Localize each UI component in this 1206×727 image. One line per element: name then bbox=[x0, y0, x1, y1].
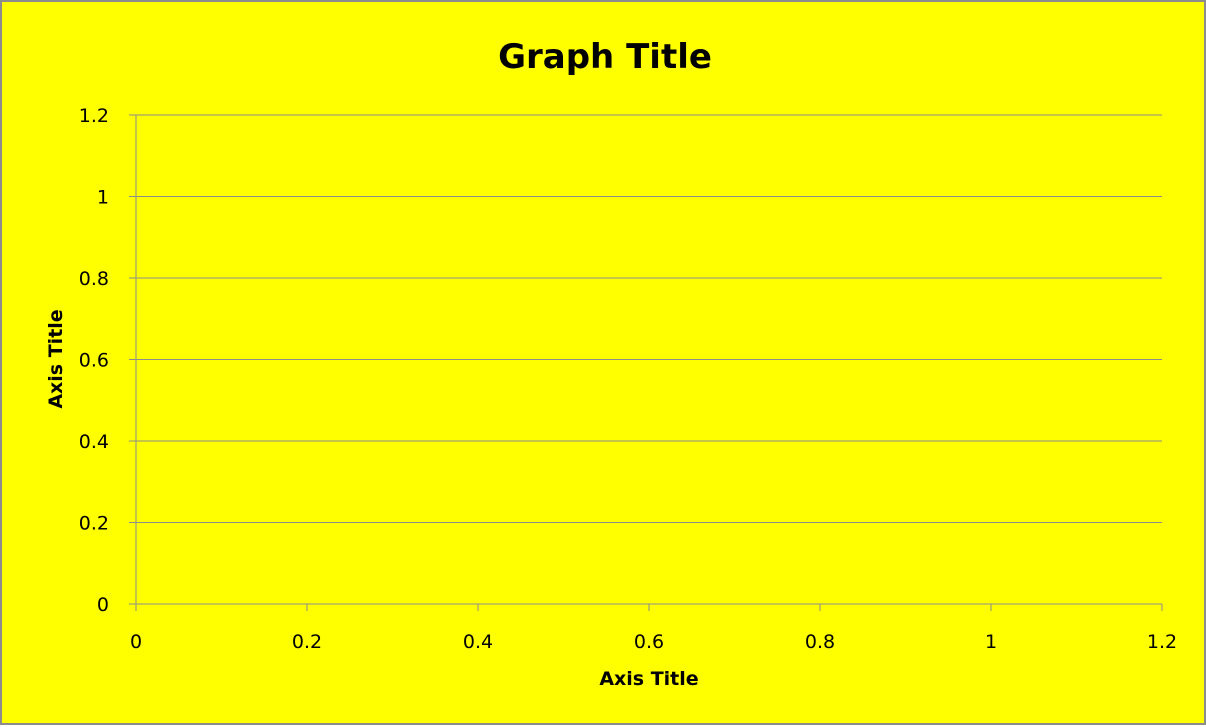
y-tick-label: 0.6 bbox=[79, 350, 109, 372]
y-tick-label: 0.8 bbox=[79, 268, 109, 290]
x-tick-label: 0 bbox=[130, 631, 142, 653]
x-tick-labels: 0 0.2 0.4 0.6 0.8 1 1.2 bbox=[130, 631, 1177, 653]
x-axis-title: Axis Title bbox=[599, 668, 698, 690]
y-tick-label: 0.4 bbox=[79, 431, 109, 453]
chart-title: Graph Title bbox=[498, 37, 712, 77]
x-tick-label: 0.4 bbox=[463, 631, 493, 653]
y-tick-label: 1 bbox=[97, 187, 109, 209]
x-tick-label: 0.2 bbox=[292, 631, 322, 653]
x-tick-label: 1 bbox=[985, 631, 997, 653]
y-tick-label: 0 bbox=[97, 594, 109, 616]
y-tick-label: 1.2 bbox=[79, 105, 109, 127]
x-tick-label: 1.2 bbox=[1147, 631, 1177, 653]
axes bbox=[129, 114, 1163, 611]
gridlines bbox=[136, 114, 1162, 523]
x-tick-label: 0.8 bbox=[805, 631, 835, 653]
y-tick-label: 0.2 bbox=[79, 513, 109, 535]
y-axis-title: Axis Title bbox=[45, 309, 67, 408]
x-tick-label: 0.6 bbox=[634, 631, 664, 653]
y-tick-labels: 0 0.2 0.4 0.6 0.8 1 1.2 bbox=[79, 105, 109, 616]
